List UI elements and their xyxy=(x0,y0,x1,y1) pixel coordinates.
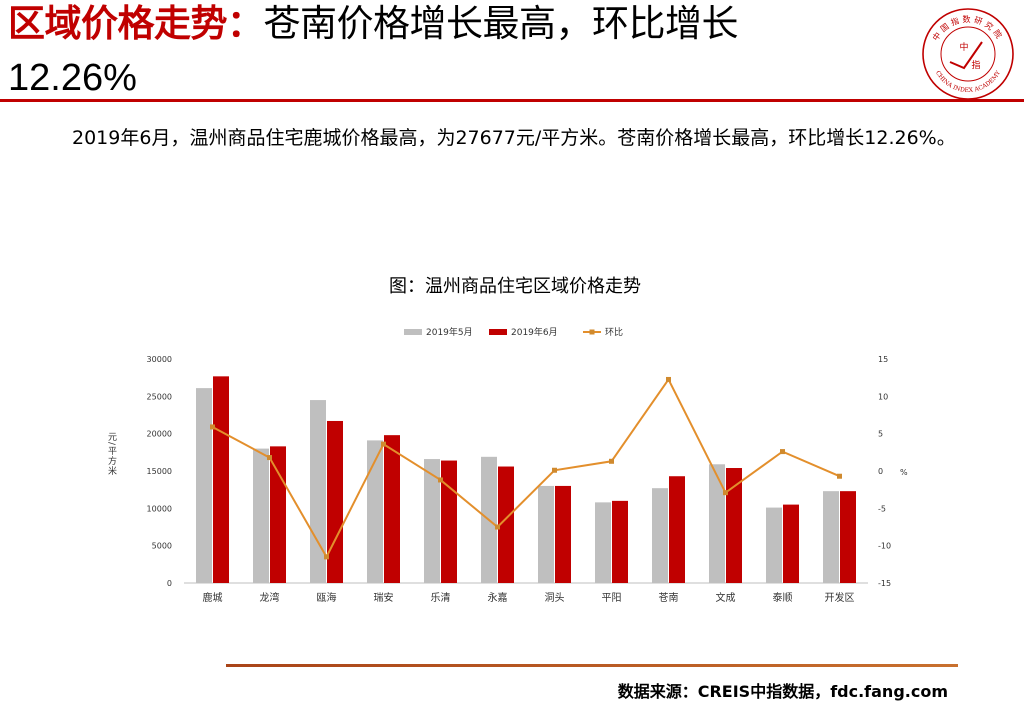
y2-tick-label: 5 xyxy=(878,430,883,439)
y2-tick-label: -5 xyxy=(878,504,886,513)
data-source: 数据来源：CREIS中指数据，fdc.fang.com xyxy=(617,682,948,701)
bar xyxy=(766,507,782,583)
x-tick-label: 苍南 xyxy=(659,591,679,604)
line-point xyxy=(837,473,842,479)
summary-paragraph: 2019年6月，温州商品住宅鹿城价格最高，为27677元/平方米。苍南价格增长最… xyxy=(72,127,956,149)
y-tick-label: 5000 xyxy=(152,542,172,551)
legend-swatch xyxy=(404,329,422,335)
chart-axes: 0 5000 10000 15000 20000 25000 30000 -15 -10 -5 0 5… xyxy=(106,355,908,588)
bar xyxy=(652,488,668,583)
x-tick-label: 瑞安 xyxy=(374,591,394,604)
bar xyxy=(669,476,685,583)
x-tick-label: 泰顺 xyxy=(773,591,793,604)
legend-label: 2019年5月 xyxy=(426,326,473,338)
bar xyxy=(709,464,725,583)
bar xyxy=(441,460,457,583)
chart-legend: 2019年5月 2019年6月 环比 xyxy=(404,326,623,338)
bar xyxy=(595,502,611,583)
slide-title-accent: 区域价格走势： xyxy=(8,2,264,45)
bar xyxy=(327,420,343,583)
bar xyxy=(367,440,383,583)
bar xyxy=(253,448,269,583)
line-point xyxy=(495,524,500,530)
bar xyxy=(823,491,839,583)
line-point xyxy=(210,424,215,430)
y-tick-label: 20000 xyxy=(147,430,172,439)
legend-label: 环比 xyxy=(605,326,623,338)
y2-tick-label: 15 xyxy=(878,355,888,364)
series-line xyxy=(212,377,840,559)
line-point xyxy=(381,441,386,447)
line-point xyxy=(723,490,728,496)
y-tick-label: 15000 xyxy=(147,467,172,476)
bar xyxy=(726,468,742,583)
chart-line xyxy=(210,376,842,560)
chart-bars xyxy=(196,376,856,583)
bar xyxy=(270,446,286,583)
bar xyxy=(538,485,554,583)
title-divider xyxy=(0,99,1024,102)
line-point xyxy=(780,449,785,455)
line-point xyxy=(552,467,557,473)
y2-tick-label: 0 xyxy=(878,467,883,476)
bar xyxy=(310,400,326,583)
bar xyxy=(384,435,400,583)
bar xyxy=(840,491,856,583)
bar xyxy=(612,500,628,583)
x-tick-label: 洞头 xyxy=(545,592,565,604)
y-tick-label: 0 xyxy=(167,579,172,588)
y2-tick-label: -15 xyxy=(878,579,891,588)
logo-char-1: 中 xyxy=(959,41,968,53)
bar xyxy=(498,466,514,583)
legend-swatch xyxy=(489,329,507,335)
logo-char-2: 指 xyxy=(971,59,980,71)
x-tick-label: 瓯海 xyxy=(317,591,337,604)
line-point xyxy=(324,554,329,560)
y2-axis-label: % xyxy=(900,468,908,477)
line-point xyxy=(609,458,614,464)
x-tick-label: 乐清 xyxy=(431,591,451,604)
y-axis-label: 元/平方米 xyxy=(106,432,117,476)
bar xyxy=(196,388,212,583)
line-point xyxy=(666,376,671,382)
legend-label: 2019年6月 xyxy=(511,326,558,338)
bar xyxy=(213,376,229,583)
y-tick-label: 30000 xyxy=(147,355,172,364)
x-tick-label: 鹿城 xyxy=(203,591,223,604)
y-tick-label: 25000 xyxy=(147,392,172,401)
y-tick-label: 10000 xyxy=(147,504,172,513)
bar xyxy=(424,459,440,583)
line-point xyxy=(438,477,443,483)
y2-tick-label: -10 xyxy=(878,542,891,551)
x-tick-label: 龙湾 xyxy=(260,591,280,604)
source-divider xyxy=(226,664,958,667)
x-tick-label: 文成 xyxy=(716,591,736,604)
legend-marker xyxy=(589,329,595,335)
slide-title-rest: 苍南价格增长最高，环比增长 xyxy=(263,2,739,45)
chart-category-labels: 鹿城 龙湾 瓯海 瑞安 乐清 永嘉 洞头 平阳 苍南 文成 泰顺 开发区 xyxy=(203,591,855,604)
slide-title-line2: 12.26% xyxy=(8,57,137,99)
x-tick-label: 平阳 xyxy=(602,592,622,604)
slide-title: 区域价格走势：苍南价格增长最高，环比增长 xyxy=(8,4,908,44)
y2-tick-label: 10 xyxy=(878,392,888,401)
chart-title: 图：温州商品住宅区域价格走势 xyxy=(389,276,641,297)
line-point xyxy=(267,455,272,461)
bar xyxy=(783,504,799,583)
bar xyxy=(555,485,571,583)
x-tick-label: 开发区 xyxy=(825,591,855,604)
x-tick-label: 永嘉 xyxy=(488,591,508,604)
